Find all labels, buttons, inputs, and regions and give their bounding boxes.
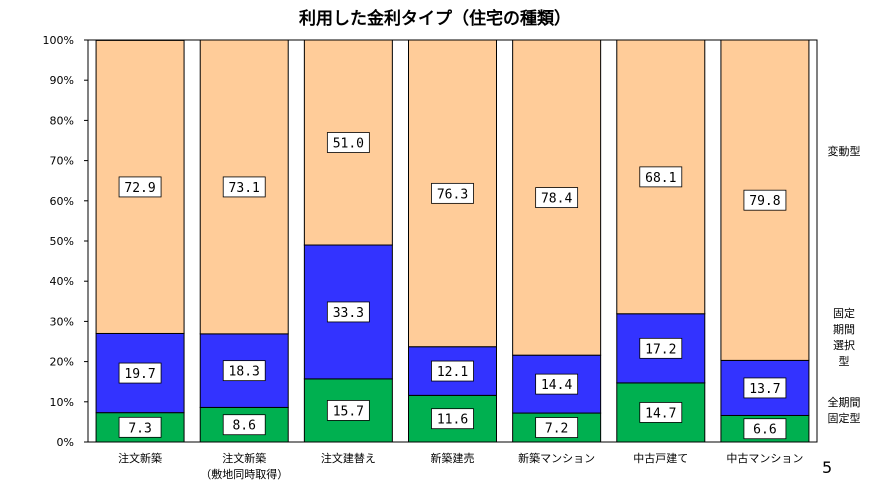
- data-label: 7.3: [128, 421, 151, 436]
- data-label-box: [118, 362, 162, 384]
- bar-segment: [616, 313, 706, 384]
- data-label-box: [535, 417, 579, 438]
- data-label-box: [743, 418, 787, 440]
- y-tick-label: 30%: [50, 315, 74, 328]
- data-label: 73.1: [229, 181, 260, 196]
- data-label-box: [431, 360, 474, 382]
- data-label-box: [743, 377, 787, 399]
- x-tick-label: 注文新築: [118, 451, 162, 465]
- legend-line: 選択: [833, 339, 855, 352]
- data-label: 15.7: [333, 404, 364, 419]
- data-label: 13.7: [749, 382, 780, 397]
- data-label-box: [639, 402, 683, 423]
- y-tick-label: 0%: [57, 436, 74, 449]
- data-label: 17.2: [645, 342, 676, 357]
- data-label-box: [431, 408, 474, 430]
- data-label: 19.7: [124, 367, 155, 382]
- x-tick-label: 注文建替え: [321, 451, 376, 465]
- data-label: 51.0: [333, 137, 364, 152]
- data-label: 76.3: [437, 187, 468, 202]
- data-label: 79.8: [749, 194, 780, 209]
- data-label-box: [326, 301, 370, 323]
- data-label: 7.2: [545, 422, 568, 437]
- data-label-box: [639, 337, 683, 359]
- legend-line: 型: [838, 355, 850, 368]
- data-label-box: [118, 416, 162, 438]
- data-label: 12.1: [437, 365, 468, 380]
- data-label-box: [431, 182, 474, 204]
- legend-line: 固定型: [827, 412, 861, 425]
- y-tick-label: 100%: [43, 34, 74, 47]
- y-tick-label: 40%: [50, 275, 74, 288]
- data-label-box: [118, 176, 162, 198]
- data-label: 11.6: [437, 413, 468, 428]
- legend-variable: 変動型: [827, 145, 861, 158]
- data-label: 14.7: [645, 406, 676, 421]
- data-label-box: [222, 176, 266, 198]
- data-label: 33.3: [333, 306, 364, 321]
- data-label: 6.6: [753, 423, 776, 438]
- data-label-box: [326, 132, 370, 153]
- page-number: 5: [822, 458, 833, 477]
- data-label-box: [222, 414, 266, 436]
- legend-line: 全期間: [827, 396, 861, 409]
- x-tick-label: 中古戸建て: [633, 451, 688, 465]
- data-label-box: [639, 166, 683, 188]
- y-tick-label: 20%: [50, 356, 74, 369]
- x-tick-label: 新築建売: [431, 451, 475, 465]
- y-tick-label: 50%: [50, 235, 74, 248]
- y-tick-label: 10%: [50, 396, 74, 409]
- y-tick-label: 80%: [50, 114, 74, 127]
- data-label: 8.6: [232, 419, 255, 434]
- data-label-box: [743, 189, 787, 211]
- legend-fixed-period: 固定 期間 選択 型: [818, 306, 870, 370]
- y-tick-label: 70%: [50, 155, 74, 168]
- x-tick-label: 新築マンション: [518, 451, 595, 465]
- y-tick-label: 60%: [50, 195, 74, 208]
- data-label-box: [326, 400, 370, 421]
- x-tick-label: （敷地同時取得）: [200, 467, 288, 481]
- data-label-box: [535, 187, 579, 208]
- x-tick-label: 注文新築: [222, 451, 266, 465]
- legend-line: 期間: [833, 323, 855, 336]
- x-tick-label: 中古マンション: [726, 452, 803, 465]
- data-label: 72.9: [124, 181, 155, 196]
- chart-title: 利用した金利タイプ（住宅の種類）: [299, 9, 571, 29]
- legend-line: 固定: [833, 307, 855, 320]
- data-label: 68.1: [645, 171, 676, 186]
- data-label: 14.4: [541, 378, 572, 393]
- data-label-box: [222, 360, 266, 382]
- data-label: 18.3: [229, 365, 260, 380]
- data-label: 78.4: [541, 192, 572, 207]
- data-label-box: [535, 373, 579, 395]
- y-tick-label: 90%: [50, 74, 74, 87]
- legend-full-fixed: 全期間 固定型: [818, 395, 870, 427]
